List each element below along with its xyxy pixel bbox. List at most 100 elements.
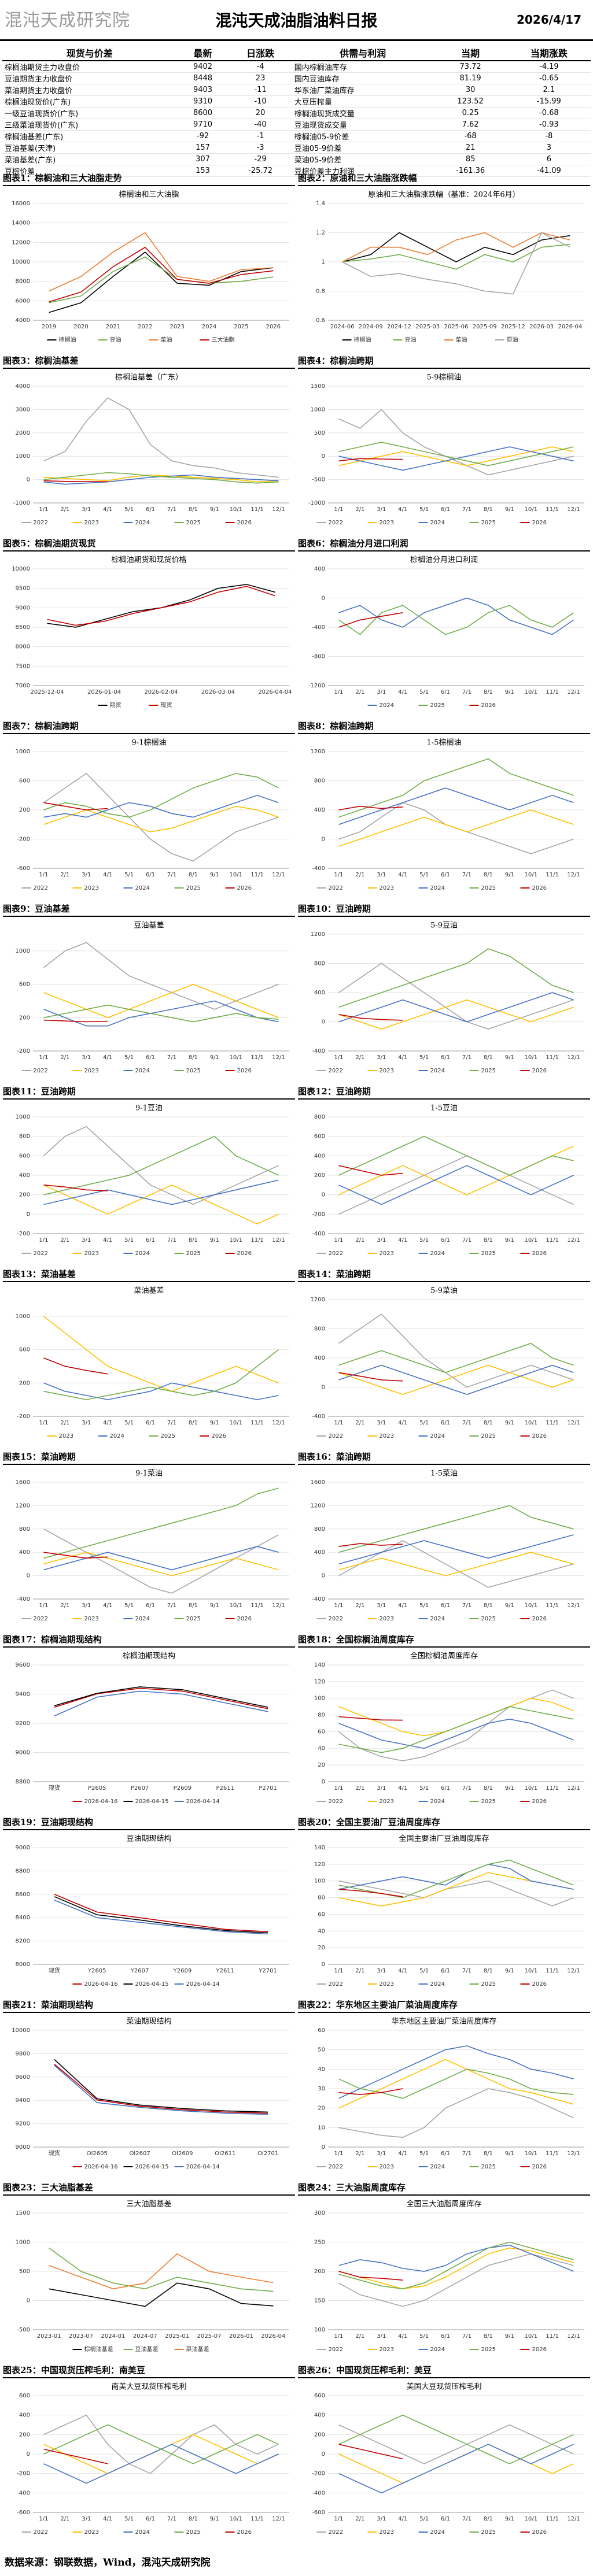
y-tick-label: 0.6 [316,317,325,324]
series-line [49,232,274,292]
x-tick-label: 6/1 [146,2516,155,2522]
x-tick-label: 2/1 [355,2516,364,2522]
legend-label: 2025 [481,2346,496,2353]
x-tick-label: 7/1 [462,2333,472,2340]
legend-label: 2024 [430,2346,445,2353]
series-line [43,1357,108,1375]
legend-label: 2026 [237,885,252,891]
x-tick-label: 9/1 [505,2516,514,2522]
table-cell: 国内豆油库存 [292,72,434,84]
table-cell: 棕榈油现货价(广东) [2,95,177,108]
x-tick-label: 11/1 [546,506,558,513]
y-tick-label: 8600 [16,1892,30,1898]
y-tick-label: -200 [17,1048,30,1054]
y-tick-label: 9400 [16,2097,30,2104]
x-tick-label: 4/1 [398,872,407,878]
series-line [338,2414,574,2464]
y-tick-label: 7500 [16,663,30,669]
x-tick-label: 6/1 [441,1054,450,1061]
x-tick-label: 3/1 [82,1602,91,1609]
x-tick-label: 6/1 [146,1602,155,1609]
series-line [342,232,570,262]
series-line [338,1716,403,1721]
table-row: 豆棕价差 153 -25.72 豆棕价差主力利润 -161.36 -41.09 [2,165,591,177]
y-tick-label: 400 [314,1153,325,1159]
x-tick-label: 2/1 [355,506,364,513]
y-tick-label: 0 [27,1211,30,1217]
x-tick-label: 7/1 [462,1785,472,1792]
x-tick-label: 5/1 [124,1054,134,1061]
legend-label: 2023 [380,1433,394,1439]
y-tick-label: 40 [318,2066,325,2072]
legend-label: 2026-04-15 [135,1798,169,1805]
x-tick-label: 10/1 [524,1054,537,1061]
legend-label: 2024 [430,1798,445,1805]
y-tick-label: 9500 [16,586,30,592]
x-tick-label: 1/1 [39,1054,48,1061]
y-tick-label: 4000 [16,383,30,390]
x-tick-label: 5/1 [124,506,134,513]
chart-caption: 图表17：棕榈油期现结构 [3,1633,295,1648]
chart: 1-5菜油 -400 0 400 800 1200 1600 1/1 2/1 3/1 4/1 5/1 6… [311,1470,584,1622]
x-tick-label: 2024-06 [330,324,355,330]
x-tick-label: 2023-07 [69,2333,93,2340]
y-tick-label: 1500 [16,2210,30,2216]
legend-label: 2022 [329,1616,343,1622]
series-line [338,2241,574,2290]
y-tick-label: 1600 [311,1479,325,1486]
y-tick-label: 200 [19,1015,30,1021]
x-tick-label: 1/1 [334,1420,343,1426]
x-tick-label: 4/1 [398,1237,407,1243]
chart: 5-9豆油 -400 0 400 800 1200 1/1 2/1 3/1 4/1 5/1 6/1 7/… [311,921,584,1074]
series-line [338,2088,403,2095]
chart-panel: 图表3：棕榈油基差 棕榈油基差（广东） -1000 0 1000 2000 3000 4000… [3,354,295,534]
y-tick-label: 60 [318,1729,325,1735]
legend-label: 2023 [84,520,99,526]
x-tick-label: 7/1 [167,1054,176,1061]
chart-caption: 图表19：豆油期现结构 [3,1815,295,1830]
series-line [54,2059,268,2113]
x-tick-label: P2609 [174,1785,191,1792]
x-tick-label: 10/1 [229,1602,242,1609]
x-tick-label: 11/1 [546,872,558,878]
legend-label: 2023 [84,1250,99,1257]
x-tick-label: 2/1 [60,1054,69,1061]
legend-label: 2026 [532,1616,547,1622]
x-tick-label: 3/1 [377,2151,386,2157]
legend-label: 2024 [430,885,445,891]
y-tick-label: 7000 [16,683,30,689]
column-header: 最新 [176,45,229,61]
x-tick-label: 5/1 [124,2516,134,2522]
x-tick-label: 12/1 [272,1602,285,1609]
x-tick-label: 2020 [73,324,88,330]
series-line [43,802,108,810]
chart: 5-9棕榈油 -1000 -500 0 500 1000 1500 1/1 2/1 3/1 4/1 5… [308,373,584,526]
x-tick-label: 8/1 [189,2516,198,2522]
chart-panel: 图表4：棕榈油跨期 5-9棕榈油 -1000 -500 0 500 1000 1500 1/1 2… [298,354,590,534]
x-tick-label: 7/1 [167,1602,176,1609]
y-tick-label: -400 [312,1413,325,1420]
x-tick-label: 12/1 [567,1785,580,1792]
legend-label: 2025 [186,2529,201,2536]
summary-table: 现货与价差 最新 日涨跌 供需与利润 当期 当期涨跌 棕榈油期货主力收盘价 9402 -4 国内棕… [2,45,591,177]
table-cell: 豆油期货主力收盘价 [2,72,177,84]
series-line [338,992,574,1023]
legend-label: 菜油 [161,336,172,343]
x-tick-label: 9/1 [210,2516,219,2522]
y-tick-label: -400 [17,2490,30,2496]
legend-label: 2022 [34,1250,48,1257]
column-header: 现货与价差 [2,45,177,61]
x-tick-label: 9/1 [210,1237,219,1243]
x-tick-label: 5/1 [419,1237,429,1243]
y-tick-label: 9000 [16,2144,30,2151]
legend-label: 2022 [329,2346,343,2353]
x-tick-label: 4/1 [103,1237,112,1243]
x-tick-label: 1/1 [39,506,48,513]
table-cell: -0.93 [507,119,591,131]
table-cell: 123.52 [433,95,507,108]
x-tick-label: 2024-12 [387,324,411,330]
y-tick-label: -400 [312,2490,325,2496]
series-line [43,1528,279,1594]
y-tick-label: 50 [318,2047,325,2053]
chart-title: 棕榈油分月进口利润 [410,556,478,565]
